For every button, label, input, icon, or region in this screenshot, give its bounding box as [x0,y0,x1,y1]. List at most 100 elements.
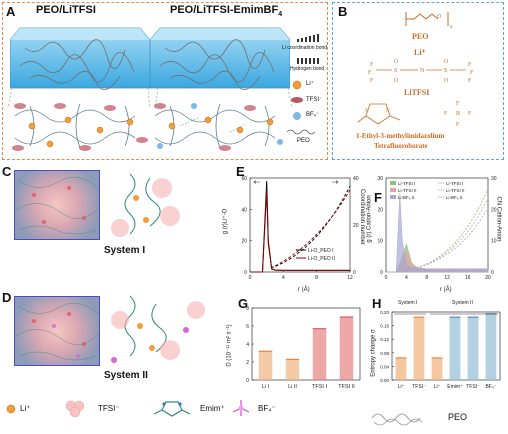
legend-bf4-icon [293,112,301,120]
svg-text:S: S [444,68,447,74]
chart-e-ytick-right-label: 0 [353,270,356,276]
chart-h-ytick-label: 0.16 [380,324,389,329]
chart-e-xtick-label: 4 [282,275,285,281]
chart-h-xtick-label: Emim⁺ [447,384,463,390]
chart-f-ytick-right-label: 20 [491,207,497,213]
chart-f-legend-swatch [390,181,396,185]
chart-h-bar [431,357,443,380]
legend-li-icon [292,80,302,90]
chart-f-cn-curve [406,207,489,271]
system-i-label: System I [104,245,146,256]
chart-f-legend-label: Li-TFSI II [446,188,465,193]
chart-e-xtick-label: 8 [315,275,318,281]
panel-a-letter: A [6,4,16,19]
system-ii-zoom [111,295,205,363]
chart-e-ytick-right-label: 40 [353,176,359,182]
chart-f-legend-label: Li-TFSI I [446,181,463,186]
chart-g-xtick-label: Li II [288,384,297,390]
peo-squiggle-icon [371,413,423,426]
chart-e-legend-label: Li-O_PEO I [308,248,334,254]
chart-h-xtick-label: Li⁺ [398,384,405,390]
panel-a-title-right: PEO/LiTFSI-EmimBF4 [170,4,282,18]
legend-tfsi: TFSI⁻ [306,97,323,103]
chart-h-ytick-label: 0.00 [380,378,389,383]
chart-f-xtick-label: 12 [444,275,450,281]
bottom-legend-li: Li⁺ [20,404,31,413]
svg-text:F: F [468,78,472,84]
chart-g-bar [285,359,300,380]
svg-text:O: O [444,59,449,65]
panel-h-letter: H [372,296,382,311]
peo-structure: O n [405,12,453,30]
chart-g-ylabel: D (10⁻¹¹ m² s⁻¹) [226,324,233,367]
chart-g-bar [312,328,327,380]
network-right [154,103,283,151]
emim-structure: N N [357,103,401,125]
chart-h-ylabel: Entropy change σ [370,329,377,377]
chart-f-legend-label: Li-BF₄ II [398,195,414,200]
bottom-legend-emim: Emim⁺ [200,404,225,413]
legend-peo-icon [286,129,316,135]
chart-e-ylabel-right: Coordination number [359,188,366,246]
chart-h-xtick-label: Li⁺ [434,384,441,390]
chart-h-frame [391,311,501,381]
system-i-zoom [111,173,180,237]
bottom-legend-li-icon [6,404,16,414]
chart-e-xtick-label: 0 [249,275,252,281]
chart-h-bar [413,317,425,380]
emim-label-2: Tetrafluoroborate [374,142,428,150]
svg-text:O: O [444,78,449,84]
chart-h-ytick-label: 0.08 [380,351,389,356]
chart-f-legend-label: Li-TFSI II [398,188,417,193]
chart-f-ytick-right-label: 30 [491,176,497,182]
chart-e-xtick-label: 12 [347,275,353,281]
emim-label-1: 1-Ethyl-3-methylimidazolium [356,132,445,140]
li-ion-label: Li⁺ [414,48,426,57]
legend-tfsi-icon [291,97,303,103]
chart-f-cn-curve [406,197,489,271]
chart-h-ytick-label: 0.20 [380,310,389,315]
panel-f-letter: F [374,190,382,205]
chart-g-xtick-label: TFSI II [338,384,355,390]
svg-text:O: O [394,78,399,84]
svg-text:F: F [468,62,472,68]
chart-g-ytick-label: 6 [246,324,249,330]
network-left [12,103,148,151]
chart-g-ytick-label: 2 [246,360,249,366]
chart-f-ylabel-left: g (r) Cation-Anion [366,195,373,243]
svg-text:N: N [386,109,390,114]
chart-g-ytick-label: 4 [246,342,249,348]
panel-a-title-left: PEO/LiTFSI [36,4,96,16]
chart-f-legend-swatch [390,188,396,192]
svg-text:F: F [456,122,460,128]
chart-f-xtick-label: 4 [405,275,408,281]
svg-text:F: F [370,78,374,84]
chart-g-xtick-label: TFSI I [312,384,327,390]
chart-f-ytick-label: 30 [377,176,383,182]
chart-e-ytick-label: 0 [244,270,247,276]
panel-g-letter: G [238,296,249,311]
chart-f-cn-curve [406,187,489,271]
panel-d-letter: D [2,290,12,305]
chart-f-legend-label: Li-BF₄ II [446,195,462,200]
chart-g-xtick-label: Li I [262,384,270,390]
chart-e-arrow-left [253,180,260,184]
chart-h-xtick-label: BF₄⁻ [485,384,496,390]
bf4-structure: FF B FF [444,101,472,128]
legend-hydrogen-bond: Hydrogen bond [290,66,325,72]
chart-h-ytick-label: 0.04 [380,364,389,369]
svg-text:O: O [437,14,442,20]
svg-text:S: S [394,68,397,74]
chart-f-ytick-label: 20 [377,207,383,213]
chart-f-xtick-label: 0 [385,275,388,281]
gel-block-right [150,27,290,90]
bottom-legend-tfsi: TFSI⁻ [98,404,120,413]
svg-text:B: B [456,111,460,117]
legend-li: Li⁺ [306,81,314,87]
chart-h-bar [449,317,461,380]
chart-e-ytick-label: 40 [241,207,247,213]
chart-h-xlabel-group: PEO [448,412,468,422]
legend-hydrogen-bond-icon [297,58,319,64]
